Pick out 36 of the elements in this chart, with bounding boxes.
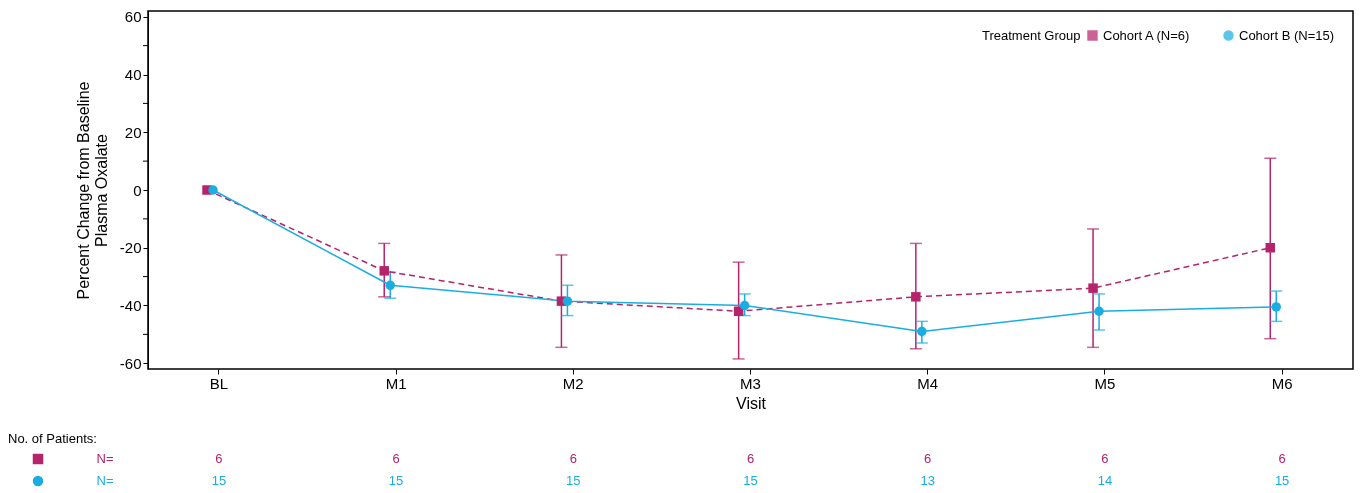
y-tick-label: -60 [119, 354, 142, 372]
x-tick-label: M5 [1094, 374, 1116, 392]
x-tick-label: M4 [917, 374, 939, 392]
text: 6 [215, 451, 223, 466]
legend-label: Cohort A (N=6) [1103, 27, 1190, 43]
text: N= [96, 451, 114, 466]
x-axis-title: Visit [736, 394, 767, 412]
legend-label: Cohort B (N=15) [1239, 27, 1335, 43]
text: 6 [392, 451, 400, 466]
text: 6 [746, 451, 755, 466]
x-tick-label: M6 [1271, 374, 1293, 392]
text: 15 [743, 473, 758, 488]
text: 6 [1101, 451, 1109, 466]
x-tick-label: M1 [385, 374, 407, 392]
y-tick-label: -20 [119, 239, 142, 257]
y-tick-label: 60 [124, 8, 142, 26]
text: 15 [211, 473, 227, 488]
text: 6 [924, 451, 932, 466]
legend-title: Treatment Group [982, 28, 1081, 43]
x-tick-label: M2 [562, 374, 584, 392]
y-axis-title: Percent Change from Baseline Plasma Oxalate [74, 81, 110, 300]
text: 15 [1274, 473, 1290, 488]
text: 15 [388, 473, 404, 488]
y-tick-label: -40 [119, 296, 142, 314]
y-tick-label: 0 [133, 181, 142, 199]
text: 15 [566, 473, 581, 488]
text: 6 [1278, 451, 1286, 466]
text: 14 [1097, 473, 1113, 488]
y-tick-label: 40 [124, 66, 142, 84]
x-tick-label: M3 [740, 374, 761, 392]
text: No. of Patients: [8, 431, 97, 446]
x-tick-label: BL [209, 374, 229, 392]
text: 13 [920, 473, 935, 488]
text: 6 [569, 451, 577, 466]
y-tick-label: 20 [124, 123, 142, 141]
text: N= [96, 473, 114, 488]
